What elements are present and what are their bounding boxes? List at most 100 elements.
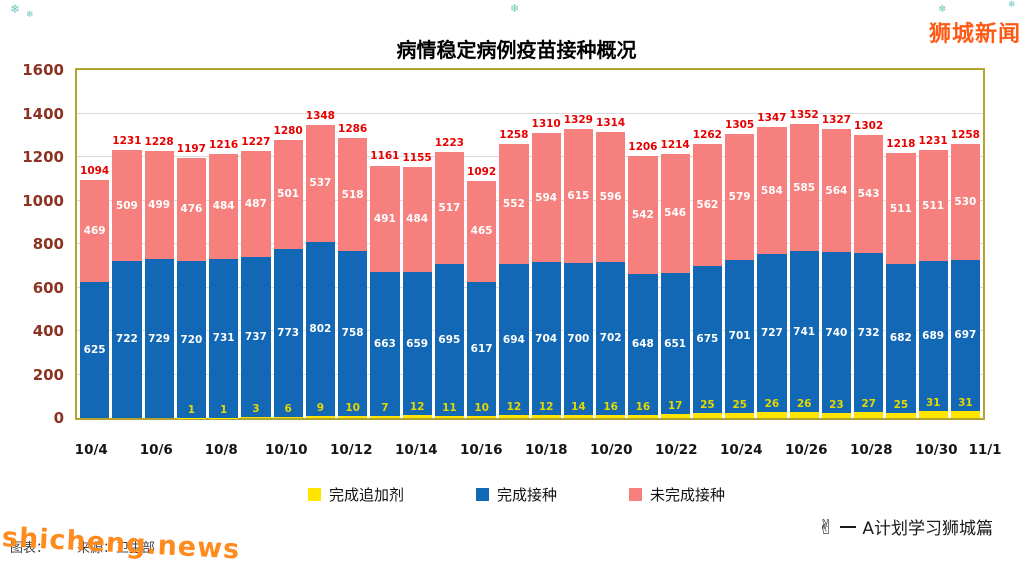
segment-not-vaccinated-label: 518 — [341, 188, 364, 201]
segment-fully-vaccinated-label: 704 — [535, 332, 558, 345]
bar-total-label: 1352 — [789, 108, 819, 121]
bar-10/27: 564 740 23 1327 — [821, 70, 851, 418]
segment-not-vaccinated-label: 584 — [760, 184, 783, 197]
segment-fully-vaccinated-label: 689 — [922, 330, 945, 343]
segment-fully-vaccinated: 651 — [660, 272, 690, 415]
segment-fully-vaccinated: 648 — [628, 273, 658, 415]
segment-booster-label: 31 — [958, 397, 973, 410]
chart-title: 病情稳定病例疫苗接种概况 — [396, 38, 637, 62]
segment-fully-vaccinated: 741 — [789, 251, 819, 413]
segment-fully-vaccinated-label: 675 — [696, 333, 719, 346]
bar-10/8: 484 731 1 1216 — [209, 70, 239, 418]
segment-fully-vaccinated: 694 — [499, 264, 529, 416]
bar-10/20: 596 702 16 1314 — [596, 70, 626, 418]
bar-total-label: 1214 — [660, 138, 690, 151]
segment-not-vaccinated: 511 — [886, 153, 916, 265]
victory-hand-icon: ✌ — [817, 514, 835, 539]
bar-total-label: 1347 — [757, 112, 787, 125]
bar-10/16: 465 617 10 1092 — [467, 70, 497, 418]
segment-fully-vaccinated-label: 651 — [664, 337, 687, 350]
bar-total-label: 1228 — [144, 135, 174, 148]
segment-booster-label: 1 — [187, 403, 196, 416]
segment-not-vaccinated: 484 — [402, 166, 432, 273]
segment-booster-label: 11 — [442, 401, 457, 414]
bar-10/11: 537 802 9 1348 — [305, 70, 335, 418]
segment-booster-label: 25 — [893, 398, 909, 411]
segment-not-vaccinated: 501 — [273, 139, 303, 249]
segment-booster — [434, 415, 464, 418]
y-tick-label: 1400 — [22, 104, 64, 123]
segment-booster — [241, 417, 271, 418]
y-tick-label: 1200 — [22, 148, 64, 166]
segment-booster — [918, 411, 948, 418]
bar-total-label: 1280 — [273, 124, 303, 137]
segment-not-vaccinated-label: 469 — [83, 225, 106, 238]
bar-total-label: 1258 — [950, 129, 980, 142]
bar-total-label: 1092 — [467, 165, 497, 178]
gridline — [77, 112, 983, 114]
segment-booster-label: 27 — [861, 398, 876, 411]
segment-fully-vaccinated-label: 697 — [954, 329, 977, 342]
bar-total-label: 1310 — [531, 118, 561, 131]
segment-fully-vaccinated-label: 722 — [115, 333, 138, 346]
bar-10/5: 509 722 1231 — [112, 70, 142, 418]
segment-fully-vaccinated-label: 694 — [502, 333, 525, 346]
segment-not-vaccinated-label: 484 — [212, 200, 235, 213]
y-tick-label: 600 — [32, 278, 64, 297]
bar-total-label: 1305 — [725, 119, 755, 132]
segment-not-vaccinated-label: 562 — [696, 198, 719, 211]
segment-not-vaccinated-label: 484 — [406, 213, 429, 226]
y-tick-label: 0 — [53, 409, 64, 427]
segment-fully-vaccinated-label: 695 — [438, 334, 461, 347]
segment-fully-vaccinated: 617 — [467, 281, 497, 416]
segment-fully-vaccinated: 727 — [757, 254, 787, 413]
y-tick-label: 800 — [32, 235, 64, 253]
x-tick-label: 10/20 — [589, 442, 633, 458]
x-axis: 10/4 10/6 10/8 10/10 10/12 10/14 10/16 10/18 10/… — [75, 442, 1002, 462]
bar-10/9: 487 737 3 1227 — [241, 70, 271, 418]
segment-fully-vaccinated-label: 720 — [180, 333, 203, 346]
bar-10/14: 484 659 12 1155 — [402, 70, 432, 418]
bar-10/4: 469 625 1094 — [80, 70, 110, 418]
bar-10/15: 517 695 11 1223 — [434, 70, 464, 418]
y-tick-label: 1600 — [22, 61, 64, 79]
gridline — [77, 373, 983, 375]
y-tick-label: 400 — [32, 322, 64, 340]
segment-booster-label: 7 — [381, 402, 389, 415]
segment-booster-label: 12 — [506, 401, 522, 414]
segment-not-vaccinated-label: 543 — [857, 187, 880, 200]
segment-fully-vaccinated: 758 — [338, 250, 368, 416]
segment-booster-label: 12 — [538, 401, 554, 414]
legend-swatch-booster — [307, 488, 321, 501]
credit-bottom-right: ✌ A计划学习狮城篇 — [817, 514, 993, 540]
segment-fully-vaccinated-label: 659 — [406, 337, 429, 350]
x-tick-label: 10/28 — [849, 442, 893, 458]
segment-booster — [692, 412, 722, 418]
segment-fully-vaccinated: 729 — [144, 259, 174, 418]
segment-fully-vaccinated: 732 — [854, 252, 884, 413]
segment-fully-vaccinated-label: 702 — [599, 332, 622, 345]
segment-fully-vaccinated: 720 — [176, 261, 206, 418]
segment-not-vaccinated: 484 — [209, 153, 239, 259]
segment-not-vaccinated-label: 594 — [535, 191, 558, 204]
segment-booster-label: 25 — [732, 398, 747, 411]
segment-booster — [821, 413, 851, 418]
segment-booster-label: 16 — [635, 400, 651, 413]
snowflake-icon: ❄ — [510, 2, 520, 15]
segment-booster-label: 10 — [345, 401, 360, 414]
legend-label-not-vaccinated: 未完成接种 — [650, 486, 726, 504]
segment-not-vaccinated-label: 615 — [567, 189, 590, 202]
bar-total-label: 1218 — [886, 138, 916, 151]
segment-booster — [886, 412, 916, 418]
x-tick-label: 10/22 — [654, 442, 698, 458]
x-tick-label: 10/14 — [394, 442, 438, 458]
bar-10/30: 511 689 31 1231 — [918, 70, 948, 418]
segment-booster-label: 26 — [764, 398, 780, 411]
bar-10/21: 542 648 16 1206 — [628, 70, 658, 418]
credit-label: A计划学习狮城篇 — [862, 519, 993, 539]
bar-total-label: 1161 — [370, 150, 400, 163]
snowflake-icon: ❄ — [938, 4, 947, 15]
segment-fully-vaccinated-label: 727 — [760, 327, 783, 340]
segment-not-vaccinated-label: 465 — [470, 225, 493, 238]
segment-not-vaccinated: 469 — [80, 180, 110, 283]
